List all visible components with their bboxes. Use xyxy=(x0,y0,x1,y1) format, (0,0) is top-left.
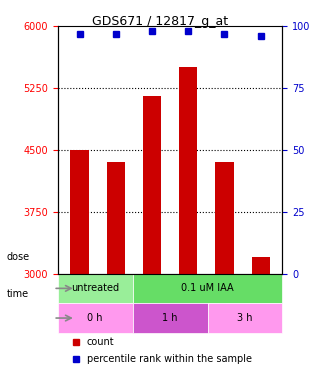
Text: 0.1 uM IAA: 0.1 uM IAA xyxy=(181,284,234,293)
Text: 0 h: 0 h xyxy=(88,313,103,323)
Bar xyxy=(143,96,161,273)
Bar xyxy=(71,150,89,273)
Text: count: count xyxy=(87,336,115,346)
Text: GDS671 / 12817_g_at: GDS671 / 12817_g_at xyxy=(92,15,229,28)
Bar xyxy=(215,162,234,273)
Bar xyxy=(252,257,270,273)
FancyBboxPatch shape xyxy=(133,303,208,333)
FancyBboxPatch shape xyxy=(58,273,133,303)
Bar xyxy=(179,68,197,273)
FancyBboxPatch shape xyxy=(58,303,133,333)
Text: dose: dose xyxy=(6,252,30,262)
Text: time: time xyxy=(6,290,29,299)
Text: 3 h: 3 h xyxy=(237,313,253,323)
Text: untreated: untreated xyxy=(71,284,119,293)
FancyBboxPatch shape xyxy=(208,303,282,333)
FancyBboxPatch shape xyxy=(133,273,282,303)
Bar xyxy=(107,162,125,273)
Text: percentile rank within the sample: percentile rank within the sample xyxy=(87,354,252,364)
Text: 1 h: 1 h xyxy=(162,313,178,323)
